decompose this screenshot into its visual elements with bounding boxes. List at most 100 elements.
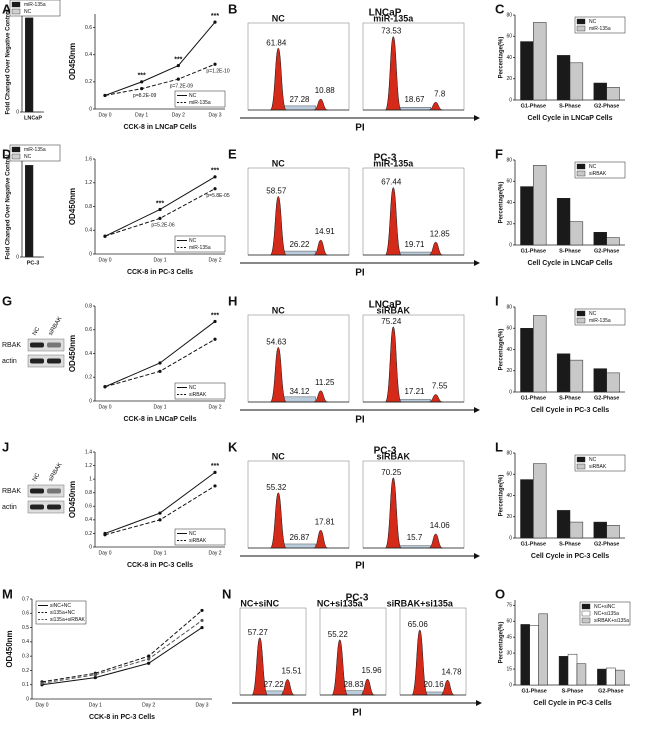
- y-tick-label: 30: [506, 650, 512, 656]
- sample-name: NC: [272, 158, 285, 168]
- pi-arrowhead: [474, 553, 480, 559]
- s-phase: [264, 690, 283, 696]
- sample-name: siRBAK: [377, 451, 411, 461]
- pi-arrowhead: [476, 700, 482, 706]
- legend-label: NC: [589, 19, 597, 25]
- s-phase: [398, 106, 431, 111]
- x-axis-label: CCK-8 in PC-3 Cells: [127, 269, 193, 276]
- y-tick-label: 0.5: [22, 625, 29, 631]
- legend-box: [579, 601, 631, 626]
- x-tick-label: Day 1: [135, 112, 148, 118]
- y-tick-label: 40: [506, 55, 512, 61]
- y-tick-label: 1.2: [85, 463, 92, 469]
- bar: [606, 237, 620, 246]
- g1-value: 67.44: [381, 178, 402, 187]
- x-tick-label: S-Phase: [559, 541, 581, 547]
- significance: ***: [211, 312, 219, 319]
- legend-label: siRBAK+si135a: [594, 618, 629, 624]
- point: [213, 187, 217, 191]
- y-tick-label: 0: [509, 535, 512, 541]
- point: [147, 657, 151, 661]
- bar: [606, 372, 620, 393]
- x-tick-label: Day 0: [98, 404, 111, 410]
- panel-letter: L: [495, 439, 503, 454]
- x-tick-label: Day 1: [153, 404, 166, 410]
- g2-value: 14.91: [315, 227, 336, 236]
- y-tick-label: 0.4: [22, 639, 29, 645]
- s-value: 17.21: [404, 387, 425, 396]
- point: [158, 361, 162, 365]
- sample-name: NC+si135a: [317, 598, 364, 608]
- peak: [331, 639, 349, 696]
- legend-label: NC: [589, 457, 597, 463]
- y-tick-label: 80: [506, 450, 512, 456]
- y-tick-label: 0.7: [22, 596, 29, 602]
- bar: [597, 668, 607, 686]
- point: [103, 533, 107, 537]
- point: [213, 337, 217, 341]
- legend-label: siRBAK: [189, 392, 207, 398]
- s-value: 26.87: [289, 533, 310, 542]
- g2-value: 7.55: [432, 382, 448, 391]
- y-tick-label: 0: [509, 97, 512, 103]
- x-tick-label: G1-Phase: [521, 395, 546, 401]
- y-tick-label: 0.6: [22, 611, 29, 617]
- sample-name: NC: [272, 451, 285, 461]
- line: [41, 610, 203, 683]
- line: [104, 63, 216, 96]
- y-axis-label: Percentage(%): [499, 182, 505, 224]
- peak: [428, 394, 443, 403]
- flow-title: LNCaP: [369, 300, 402, 311]
- legend-box: [574, 308, 626, 326]
- x-axis-label: PI: [355, 123, 365, 134]
- line: [41, 620, 203, 684]
- y-tick-label: 0: [89, 544, 92, 550]
- y-tick-label: 20: [506, 221, 512, 227]
- y-tick-label: 0: [509, 682, 512, 688]
- x-tick-label: Day 0: [98, 112, 111, 118]
- panel-letter: I: [495, 293, 499, 308]
- significance: ***: [211, 13, 219, 20]
- legend-label: miR-135a: [189, 100, 211, 106]
- bar: [25, 165, 34, 258]
- y-axis-label: Percentage(%): [499, 329, 505, 371]
- row-label: RBAK: [2, 488, 21, 495]
- peak: [385, 187, 402, 256]
- band: [30, 358, 44, 364]
- bar: [606, 87, 620, 101]
- g2-value: 15.96: [362, 666, 383, 675]
- peak: [270, 47, 287, 111]
- y-tick-label: 40: [506, 493, 512, 499]
- point: [158, 216, 162, 220]
- y-tick-label: 0.4: [85, 228, 92, 234]
- y-axis-label: OD450nm: [68, 188, 77, 225]
- y-axis-label: Percentage(%): [499, 475, 505, 517]
- point: [103, 93, 107, 98]
- point: [200, 608, 204, 613]
- y-axis-label: OD450nm: [68, 335, 77, 372]
- y-tick-label: 0.8: [85, 204, 92, 210]
- point: [140, 80, 144, 84]
- flow-title: PC-3: [374, 153, 397, 164]
- peak: [360, 678, 375, 696]
- y-tick-label: 60: [506, 326, 512, 332]
- y-tick-label: 0.4: [85, 52, 92, 58]
- g2-value: 10.88: [315, 86, 336, 95]
- y-tick-label: 0.2: [85, 79, 92, 85]
- point: [200, 625, 204, 630]
- band: [47, 342, 61, 348]
- legend-swatch: [581, 603, 591, 610]
- x-tick-label: Day 1: [153, 257, 166, 263]
- point: [213, 20, 217, 24]
- legend-label: miR-135a: [24, 147, 46, 153]
- legend-box: [174, 90, 226, 108]
- x-tick-label: S-Phase: [559, 248, 581, 254]
- point: [200, 618, 204, 623]
- g1-value: 61.84: [266, 38, 287, 47]
- y-tick-label: 60: [506, 34, 512, 40]
- panel-letter: F: [495, 146, 503, 161]
- blot-strip: [27, 484, 65, 498]
- point: [213, 484, 217, 488]
- g1-value: 73.53: [381, 27, 402, 36]
- p-value: p=1.2E-10: [206, 69, 229, 75]
